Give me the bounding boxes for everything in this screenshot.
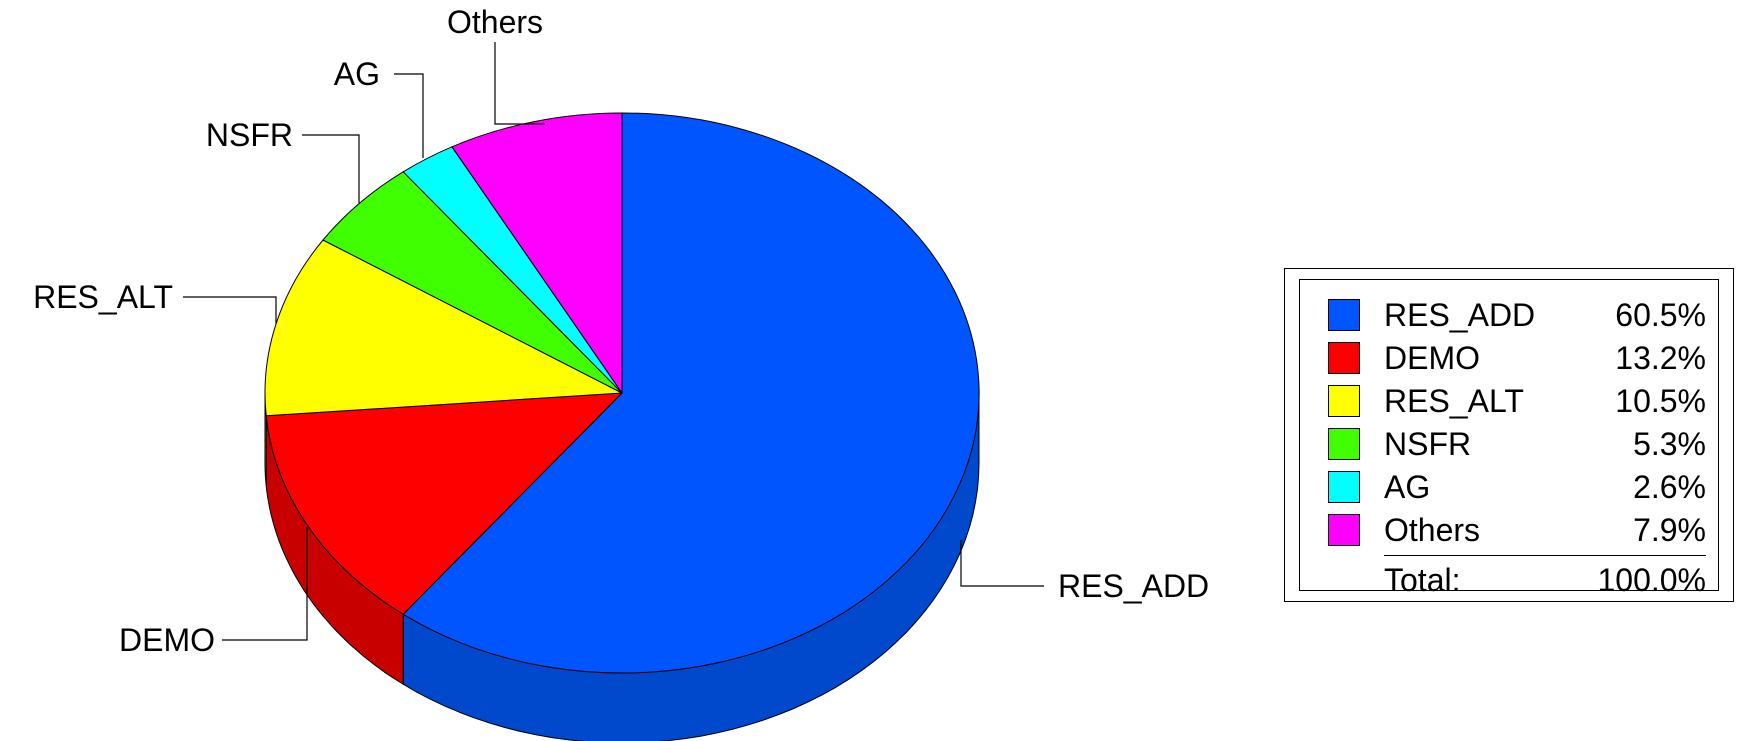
pie-slice-demo: [265, 392, 623, 615]
legend-row-res-add: RES_ADD 60.5%: [1328, 294, 1706, 337]
callout-label-res-add: RES_ADD: [1058, 568, 1209, 604]
pie-slice-res-alt: [264, 239, 623, 417]
legend-label-res-add: RES_ADD: [1384, 297, 1536, 333]
callout-line-nsfr: [302, 134, 360, 203]
legend-row-res-alt: RES_ALT 10.5%: [1328, 380, 1706, 423]
callout-label-ag: AG: [334, 56, 380, 92]
legend-value-nsfr: 5.3%: [1633, 426, 1706, 462]
legend-value-others: 7.9%: [1633, 512, 1706, 548]
legend-swatch-nsfr: [1328, 428, 1360, 460]
legend-row-ag: AG 2.6%: [1328, 466, 1706, 509]
callout-label-res-alt: RES_ALT: [33, 279, 173, 315]
legend-row-others: Others 7.9%: [1328, 509, 1706, 552]
legend-total-row: Total: 100.0%: [1384, 555, 1706, 600]
legend-value-res-add: 60.5%: [1615, 297, 1706, 333]
legend-label-others: Others: [1384, 512, 1481, 548]
callout-line-res-alt: [183, 296, 277, 324]
legend-swatch-others: [1328, 514, 1360, 546]
callout-label-demo: DEMO: [119, 622, 215, 658]
pie-callouts: RES_ADD DEMO RES_ALT NSFR AG Others: [33, 4, 1209, 658]
callout-line-others: [494, 42, 545, 125]
callout-line-demo: [222, 527, 308, 641]
legend-swatch-ag: [1328, 471, 1360, 503]
callout-line-res-add: [960, 540, 1044, 587]
legend-value-res-alt: 10.5%: [1615, 383, 1706, 419]
legend-rows: RES_ADD 60.5% DEMO 13.2% RES_ALT 10.5% NSFR 5.3…: [1328, 294, 1706, 600]
pie-top-slices: [264, 112, 980, 674]
legend-total-value: 100.0%: [1597, 562, 1706, 598]
legend-value-demo: 13.2%: [1615, 340, 1706, 376]
legend: RES_ADD 60.5% DEMO 13.2% RES_ALT 10.5% NSFR 5.3…: [1284, 268, 1734, 602]
legend-swatch-res-alt: [1328, 385, 1360, 417]
legend-total-label: Total:: [1384, 562, 1461, 598]
callout-label-nsfr: NSFR: [206, 117, 293, 153]
legend-label-res-alt: RES_ALT: [1384, 383, 1524, 419]
legend-label-demo: DEMO: [1384, 340, 1480, 376]
callout-label-others: Others: [447, 4, 543, 40]
legend-swatch-demo: [1328, 342, 1360, 374]
callout-line-ag: [394, 73, 424, 158]
legend-frame: RES_ADD 60.5% DEMO 13.2% RES_ALT 10.5% NSFR 5.3…: [1299, 279, 1719, 598]
legend-label-ag: AG: [1384, 469, 1431, 505]
legend-row-demo: DEMO 13.2%: [1328, 337, 1706, 380]
pie-slice-others: [451, 112, 623, 394]
pie-slice-res-add: [402, 112, 980, 674]
legend-label-nsfr: NSFR: [1384, 426, 1472, 462]
legend-swatch-res-add: [1328, 299, 1360, 331]
legend-row-nsfr: NSFR 5.3%: [1328, 423, 1706, 466]
legend-value-ag: 2.6%: [1633, 469, 1706, 505]
